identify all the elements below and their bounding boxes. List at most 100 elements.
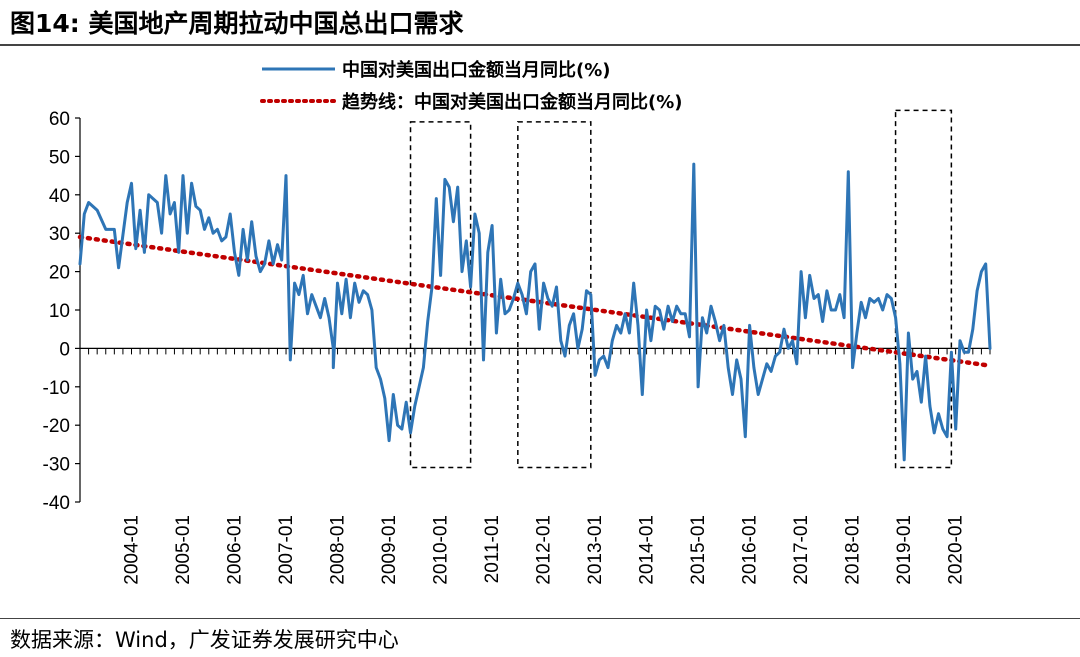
data-point bbox=[761, 378, 764, 380]
data-point bbox=[620, 332, 622, 334]
data-point bbox=[873, 301, 875, 304]
line-chart: 中国对美国出口金额当月同比(%) 趋势线：中国对美国出口金额当月同比(%) 60… bbox=[43, 59, 993, 585]
data-point bbox=[663, 328, 665, 331]
data-point bbox=[843, 316, 845, 319]
data-point bbox=[757, 393, 759, 396]
data-point bbox=[487, 251, 489, 254]
data-point bbox=[804, 316, 807, 319]
data-point bbox=[542, 282, 545, 284]
data-point bbox=[744, 435, 747, 438]
data-point bbox=[311, 293, 313, 296]
data-point bbox=[512, 297, 515, 300]
legend-label-trend: 趋势线：中国对美国出口金额当月同比(%) bbox=[342, 91, 683, 113]
highlight-box bbox=[409, 121, 472, 469]
y-tick-label: 10 bbox=[49, 301, 70, 322]
data-point bbox=[173, 201, 176, 204]
x-tick-label: 2012-01 bbox=[534, 515, 555, 585]
data-point bbox=[482, 359, 485, 361]
data-point bbox=[289, 359, 292, 361]
data-point bbox=[238, 274, 240, 277]
data-point bbox=[753, 366, 755, 369]
data-point bbox=[907, 332, 910, 334]
y-tick-label: -10 bbox=[43, 378, 70, 399]
data-point bbox=[774, 355, 777, 357]
data-point bbox=[195, 205, 197, 208]
data-point bbox=[521, 293, 523, 296]
data-point bbox=[87, 201, 90, 204]
data-point bbox=[190, 182, 193, 185]
y-tick-label: 50 bbox=[49, 147, 70, 168]
data-point bbox=[705, 332, 708, 334]
x-tick-label: 2008-01 bbox=[328, 515, 349, 585]
x-tick-label: 2017-01 bbox=[791, 515, 812, 585]
data-point bbox=[465, 240, 468, 242]
data-point bbox=[581, 328, 583, 331]
data-point bbox=[319, 316, 322, 319]
data-point bbox=[469, 286, 472, 288]
data-point bbox=[800, 270, 802, 273]
data-point bbox=[929, 405, 931, 407]
data-point bbox=[332, 347, 335, 350]
data-point bbox=[83, 213, 86, 215]
x-tick-label: 2011-01 bbox=[482, 515, 503, 583]
data-point bbox=[641, 393, 644, 396]
data-point bbox=[182, 174, 184, 177]
data-point bbox=[740, 378, 742, 380]
data-point bbox=[959, 339, 961, 342]
data-point bbox=[384, 397, 386, 400]
data-point bbox=[770, 370, 772, 373]
data-point bbox=[813, 297, 815, 300]
data-point bbox=[572, 313, 575, 315]
data-point bbox=[186, 232, 189, 234]
data-point bbox=[628, 332, 631, 334]
data-point bbox=[701, 316, 704, 319]
data-point bbox=[851, 366, 854, 369]
data-point bbox=[332, 366, 335, 369]
data-point bbox=[250, 220, 253, 223]
data-point bbox=[731, 393, 734, 396]
data-point bbox=[560, 339, 562, 342]
data-point bbox=[220, 240, 223, 242]
data-point bbox=[886, 293, 888, 296]
data-point bbox=[598, 359, 601, 361]
data-point bbox=[856, 332, 858, 334]
series-line bbox=[78, 162, 992, 462]
data-point bbox=[298, 293, 300, 296]
data-point bbox=[555, 286, 558, 288]
footer-divider bbox=[0, 618, 1080, 619]
data-point bbox=[105, 228, 107, 231]
data-point bbox=[139, 209, 141, 211]
data-point bbox=[113, 228, 116, 231]
x-tick-label: 2006-01 bbox=[225, 515, 246, 585]
data-point bbox=[388, 439, 390, 442]
data-point bbox=[980, 270, 983, 273]
data-point bbox=[637, 324, 639, 327]
data-point bbox=[315, 305, 317, 308]
data-point bbox=[946, 435, 948, 438]
y-tick-label: 20 bbox=[49, 263, 70, 284]
data-point bbox=[671, 320, 674, 323]
data-point bbox=[199, 209, 201, 211]
data-point bbox=[130, 182, 133, 185]
data-point bbox=[916, 370, 918, 373]
data-point bbox=[246, 259, 249, 261]
trend-series bbox=[77, 234, 993, 368]
x-axis: 2004-01 2005-01 2006-01 2007-01 2008-01 2009-… bbox=[79, 347, 991, 585]
data-point bbox=[409, 432, 412, 434]
data-point bbox=[675, 305, 678, 308]
data-point bbox=[225, 236, 227, 238]
data-point bbox=[422, 366, 425, 369]
data-point bbox=[710, 305, 712, 308]
data-point bbox=[495, 332, 498, 334]
data-point bbox=[735, 359, 738, 361]
trend-line bbox=[77, 234, 993, 368]
data-point bbox=[877, 297, 880, 300]
data-point bbox=[135, 247, 137, 250]
data-point bbox=[607, 366, 609, 369]
data-point bbox=[920, 401, 923, 404]
data-point bbox=[602, 355, 605, 357]
data-point bbox=[967, 351, 970, 354]
data-point bbox=[839, 293, 841, 296]
data-point bbox=[160, 232, 163, 234]
data-point bbox=[508, 309, 511, 311]
